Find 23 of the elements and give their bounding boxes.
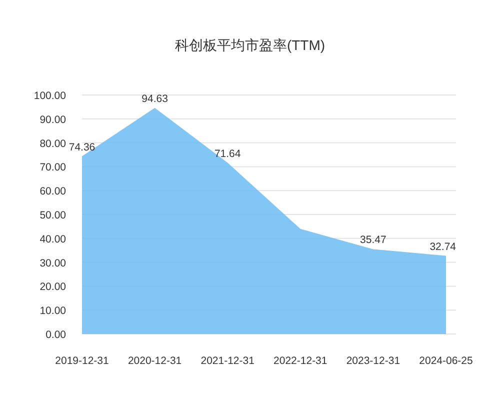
chart-title: 科创板平均市盈率(TTM) — [174, 37, 326, 53]
y-tick-label: 40.00 — [40, 233, 66, 246]
y-tick-label: 10.00 — [40, 305, 66, 318]
x-tick-label: 2020-12-31 — [128, 355, 182, 367]
data-label: 35.47 — [360, 234, 386, 246]
y-tick-label: 90.00 — [40, 114, 66, 126]
x-tick-label: 2019-12-31 — [55, 355, 110, 367]
y-tick-label: 50.00 — [40, 210, 66, 222]
y-tick-label: 0.00 — [46, 329, 66, 341]
y-tick-label: 30.00 — [40, 257, 66, 270]
x-tick-label: 2023-12-31 — [346, 355, 400, 367]
x-tick-label: 2024-06-25 — [419, 355, 474, 367]
x-tick-label: 2021-12-31 — [200, 355, 255, 367]
data-label: 94.63 — [142, 92, 168, 105]
y-tick-label: 20.00 — [40, 281, 66, 294]
y-tick-label: 100.00 — [34, 90, 66, 102]
y-tick-label: 70.00 — [40, 162, 66, 174]
data-label: 32.74 — [430, 240, 456, 253]
y-tick-label: 60.00 — [40, 186, 66, 198]
data-label: 74.36 — [68, 141, 96, 154]
y-tick-label: 80.00 — [40, 138, 66, 150]
data-label: 71.64 — [214, 148, 241, 160]
x-tick-label: 2022-12-31 — [274, 355, 328, 367]
